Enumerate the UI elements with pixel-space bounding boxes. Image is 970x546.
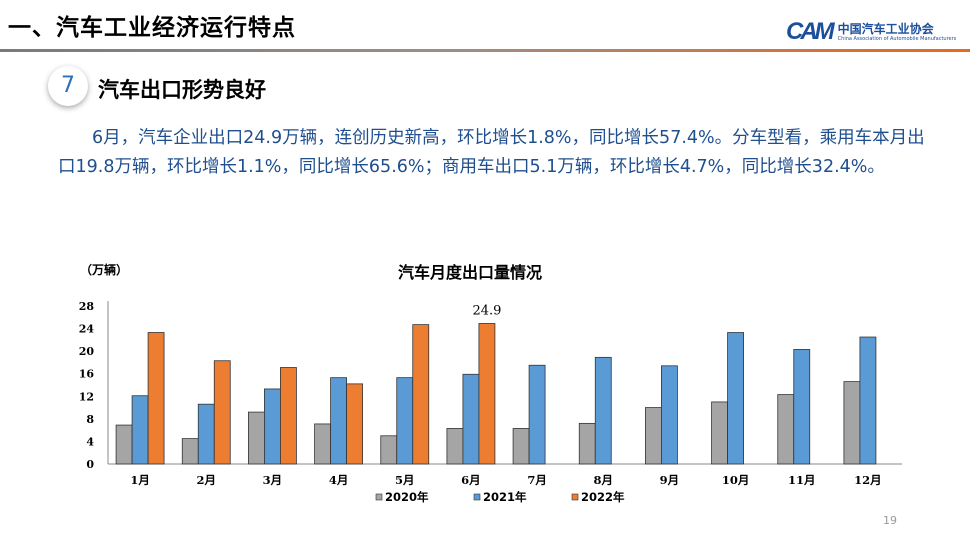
bar-2020年-2月	[181, 438, 199, 465]
bar-2022年-5月	[412, 324, 430, 465]
x-tick-label: 5月	[395, 473, 415, 487]
bar-2022年-2月	[213, 360, 231, 465]
logo-cn: 中国汽车工业协会	[837, 21, 934, 36]
bar-2021年-6月	[462, 373, 480, 465]
bar-2022年-3月	[280, 367, 297, 465]
bar-2021年-9月	[661, 365, 678, 465]
y-tick-label: 16	[79, 368, 95, 381]
bar-2022年-1月	[147, 332, 165, 465]
logo: CAM 中国汽车工业协会 China Association of Automo…	[786, 18, 956, 46]
bar-2020年-6月	[446, 428, 464, 465]
legend-swatch-2022年	[571, 493, 579, 501]
bar-2021年-5月	[396, 377, 414, 465]
section-number: 7	[48, 66, 88, 106]
bar-2020年-3月	[248, 411, 265, 465]
page-number: 19	[883, 514, 897, 527]
y-tick-label: 8	[86, 413, 94, 426]
bar-2020年-8月	[578, 422, 596, 465]
x-tick-label: 10月	[722, 473, 750, 487]
legend-swatch-2020年	[375, 493, 383, 501]
bar-2021年-11月	[793, 349, 811, 465]
x-tick-label: 9月	[660, 473, 680, 487]
bar-2020年-7月	[512, 428, 530, 465]
x-tick-label: 1月	[130, 473, 150, 487]
bar-2020年-4月	[314, 423, 331, 465]
bar-2020年-5月	[380, 435, 398, 465]
y-tick-label: 20	[79, 345, 95, 358]
bar-2021年-1月	[131, 395, 149, 465]
bar-2022年-6月	[478, 323, 496, 465]
chart-title: 汽车月度出口量情况	[398, 263, 542, 282]
legend-label: 2021年	[483, 490, 527, 504]
x-tick-label: 7月	[527, 473, 547, 487]
bar-2021年-2月	[197, 403, 215, 465]
y-tick-label: 12	[79, 390, 94, 403]
y-tick-label: 0	[86, 458, 94, 471]
x-tick-label: 12月	[854, 473, 882, 487]
x-tick-label: 6月	[461, 473, 481, 487]
y-tick-label: 24	[79, 323, 95, 336]
x-tick-label: 4月	[329, 473, 349, 487]
bar-2021年-8月	[594, 356, 612, 465]
bar-2021年-4月	[330, 377, 347, 465]
y-tick-label: 4	[86, 435, 94, 448]
y-axis-label: （万辆）	[80, 262, 128, 277]
bar-2022年-4月	[346, 383, 363, 465]
page-title: 一、汽车工业经济运行特点	[8, 15, 296, 41]
logo-en: China Association of Automobile Manufact…	[837, 35, 957, 42]
x-tick-label: 3月	[263, 473, 283, 487]
section-title: 汽车出口形势良好	[98, 78, 266, 102]
cam-logo-icon: CAM	[786, 18, 835, 45]
data-label: 24.9	[472, 303, 501, 318]
bar-2021年-7月	[528, 364, 546, 465]
header-divider	[0, 49, 970, 52]
bar-2021年-10月	[727, 332, 744, 465]
bar-2020年-9月	[645, 407, 662, 465]
bar-2021年-3月	[264, 388, 281, 465]
y-tick-label: 28	[79, 300, 95, 313]
x-tick-label: 2月	[196, 473, 216, 487]
legend-label: 2020年	[385, 490, 429, 504]
x-tick-label: 11月	[788, 473, 816, 487]
bar-2020年-11月	[777, 394, 795, 465]
x-tick-label: 8月	[593, 473, 613, 487]
bar-2020年-12月	[843, 381, 861, 465]
bar-2021年-12月	[859, 336, 877, 465]
summary-paragraph: 6月，汽车企业出口24.9万辆，连创历史新高，环比增长1.8%，同比增长57.4…	[58, 128, 925, 177]
legend-swatch-2021年	[473, 493, 481, 501]
legend-label: 2022年	[581, 490, 625, 504]
bar-2020年-1月	[115, 424, 133, 465]
bar-2020年-10月	[711, 401, 728, 465]
